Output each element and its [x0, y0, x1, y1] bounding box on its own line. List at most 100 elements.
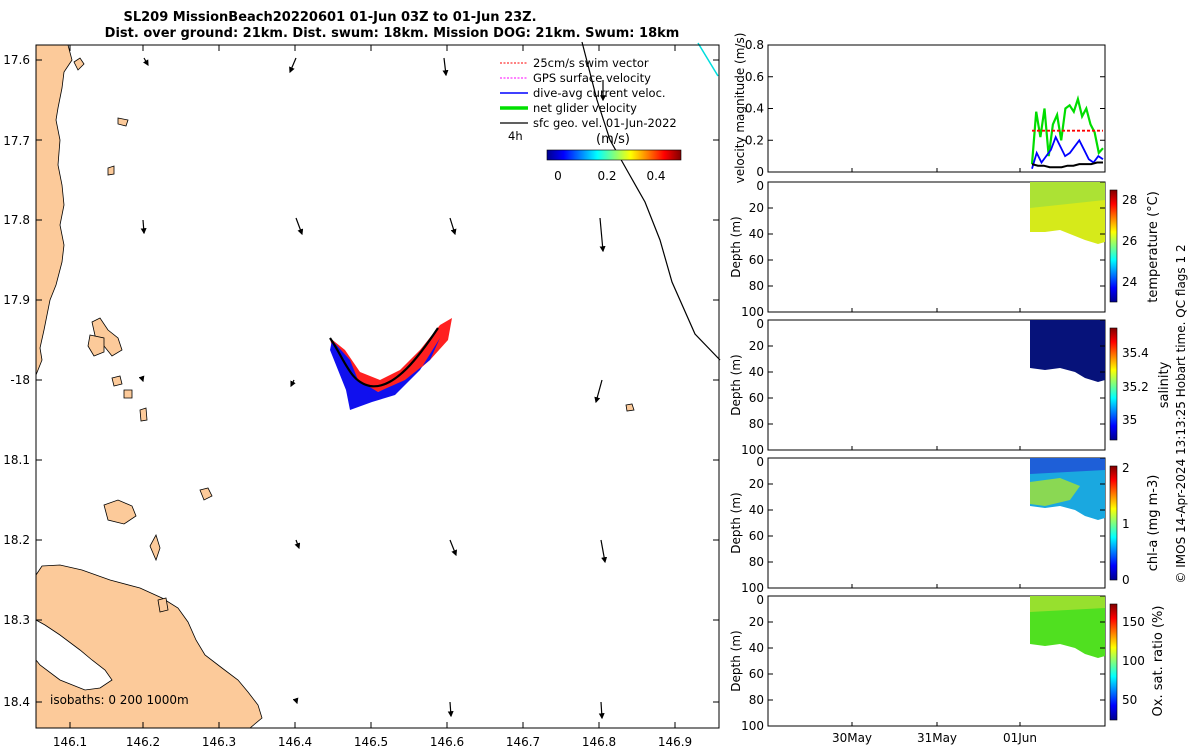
speed-colorbar-tick: 0.2: [597, 169, 616, 183]
speed-colorbar: [547, 150, 681, 160]
oxygen-cb-label: Ox. sat. ratio (%): [1151, 606, 1166, 717]
velocity-tick-label: 0.8: [745, 38, 764, 52]
lat-tick-label: 18.1: [3, 453, 30, 467]
lat-tick-label: 17.8: [3, 213, 30, 227]
copyright-text: © IMOS 14-Apr-2024 13:13:25 Hobart time.…: [1174, 244, 1188, 583]
depth-tick-label: 100: [741, 719, 764, 733]
depth-tick-label: 40: [749, 641, 764, 655]
oxygen-cb-tick: 150: [1122, 615, 1145, 629]
legend-label: 25cm/s swim vector: [533, 56, 649, 70]
date-labels: 30May 31May 01Jun: [832, 731, 1037, 745]
temperature-cb-tick: 24: [1122, 275, 1137, 289]
depth-tick-label: 60: [749, 529, 764, 543]
lat-tick-label: 17.7: [3, 134, 30, 148]
date-tick-label: 01Jun: [1003, 731, 1037, 745]
depth-tick-label: 40: [749, 227, 764, 241]
legend-label: dive-avg current veloc.: [533, 86, 666, 100]
chla-panel: 2 1 0 chl-a (mg m-3) Depth (m): [729, 458, 1161, 588]
chla-cb-label: chl-a (mg m-3): [1146, 475, 1161, 572]
velocity-tick-label: 0: [756, 165, 764, 179]
chla-ylabel: Depth (m): [729, 492, 743, 553]
velocity-ticks: 0 0.2 0.4 0.6 0.8: [745, 38, 1105, 179]
speed-colorbar-label: (m/s): [596, 132, 630, 147]
temperature-cb-tick: 26: [1122, 234, 1137, 248]
temperature-colorbar: [1110, 190, 1117, 302]
depth-tick-label: 20: [749, 615, 764, 629]
map-land: [36, 45, 634, 728]
depth-tick-label: 20: [749, 477, 764, 491]
depth-tick-label: 40: [749, 365, 764, 379]
oxygen-colorbar: [1110, 604, 1117, 720]
temperature-cb-label: temperature (°C): [1146, 191, 1161, 303]
depth-tick-label: 20: [749, 339, 764, 353]
depth-tick-label: 40: [749, 503, 764, 517]
lon-tick-label: 146.2: [126, 735, 160, 749]
salinity-cb-tick: 35.2: [1122, 380, 1149, 394]
oxygen-cb-tick: 100: [1122, 654, 1145, 668]
chla-cb-tick: 1: [1122, 517, 1130, 531]
figure: SL209 MissionBeach20220601 01-Jun 03Z to…: [0, 0, 1200, 750]
oxygen-panel: 150 100 50 Ox. sat. ratio (%) Depth (m): [729, 596, 1166, 726]
figure-title-line2: Dist. over ground: 21km. Dist. swum: 18k…: [105, 26, 680, 41]
depth-tick-label: 0: [756, 455, 764, 469]
speed-colorbar-tick: 0: [554, 169, 562, 183]
depth-tick-label: 60: [749, 391, 764, 405]
date-tick-label: 31May: [917, 731, 957, 745]
chla-cb-tick: 0: [1122, 573, 1130, 587]
depth-tick-label: 80: [749, 279, 764, 293]
velocity-series-line: [1032, 163, 1103, 168]
velocity-panel: 0 0.2 0.4 0.6 0.8 velocity magnitude (m/s): [733, 33, 1105, 184]
salinity-cb-tick: 35: [1122, 413, 1137, 427]
salinity-panel: 35.4 35.2 35 salinity Depth (m): [729, 320, 1172, 450]
map-legend: 25cm/s swim vector GPS surface velocity …: [500, 56, 681, 183]
lat-tick-label: 18.2: [3, 533, 30, 547]
depth-tick-label: 0: [756, 593, 764, 607]
depth-tick-label: 60: [749, 253, 764, 267]
lon-tick-label: 146.5: [354, 735, 388, 749]
temperature-ylabel: Depth (m): [729, 216, 743, 277]
map-lat-labels: 17.6 17.7 17.8 17.9 -18 18.1 18.2 18.3 1…: [3, 53, 30, 709]
oxygen-ylabel: Depth (m): [729, 630, 743, 691]
lon-tick-label: 146.1: [53, 735, 87, 749]
lat-tick-label: 17.9: [3, 293, 30, 307]
isobaths-label: isobaths: 0 200 1000m: [50, 693, 189, 707]
chla-colorbar: [1110, 466, 1117, 580]
lon-tick-label: 146.9: [658, 735, 692, 749]
lon-tick-label: 146.7: [506, 735, 540, 749]
lat-tick-label: 18.3: [3, 613, 30, 627]
map-lon-labels: 146.1 146.2 146.3 146.4 146.5 146.6 146.…: [53, 735, 692, 749]
velocity-tick-label: 0.6: [745, 70, 764, 84]
velocity-ylabel: velocity magnitude (m/s): [733, 33, 747, 184]
velocity-tick-label: 0.4: [745, 102, 764, 116]
salinity-cb-label: salinity: [1157, 361, 1172, 408]
lon-tick-label: 146.4: [278, 735, 312, 749]
salinity-colorbar: [1110, 328, 1117, 440]
lon-tick-label: 146.8: [582, 735, 616, 749]
glider-track: [330, 318, 452, 410]
depth-tick-label: 80: [749, 555, 764, 569]
lat-tick-label: -18: [10, 373, 30, 387]
depth-tick-label: 0: [756, 317, 764, 331]
depth-tick-label: 80: [749, 417, 764, 431]
depth-ticks: 0204060801000204060801000204060801000204…: [741, 179, 1105, 733]
temperature-panel: 28 26 24 temperature (°C) Depth (m): [729, 182, 1161, 312]
lat-tick-label: 17.6: [3, 53, 30, 67]
velocity-tick-label: 0.2: [745, 133, 764, 147]
depth-tick-label: 20: [749, 201, 764, 215]
chla-cb-tick: 2: [1122, 461, 1130, 475]
depth-tick-label: 80: [749, 693, 764, 707]
depth-tick-label: 60: [749, 667, 764, 681]
salinity-data: [1030, 320, 1105, 382]
temperature-cb-tick: 28: [1122, 193, 1137, 207]
legend-label: sfc geo. vel. 01-Jun-2022: [533, 116, 677, 130]
figure-title-line1: SL209 MissionBeach20220601 01-Jun 03Z to…: [123, 10, 536, 25]
interval-label: 4h: [508, 129, 523, 143]
lon-tick-label: 146.3: [202, 735, 236, 749]
legend-label: net glider velocity: [533, 101, 637, 115]
map-panel: 146.1 146.2 146.3 146.4 146.5 146.6 146.…: [3, 42, 720, 749]
legend-label: GPS surface velocity: [533, 71, 651, 85]
depth-tick-label: 0: [756, 179, 764, 193]
oxygen-cb-tick: 50: [1122, 693, 1137, 707]
lon-tick-label: 146.6: [430, 735, 464, 749]
speed-colorbar-tick: 0.4: [646, 169, 665, 183]
